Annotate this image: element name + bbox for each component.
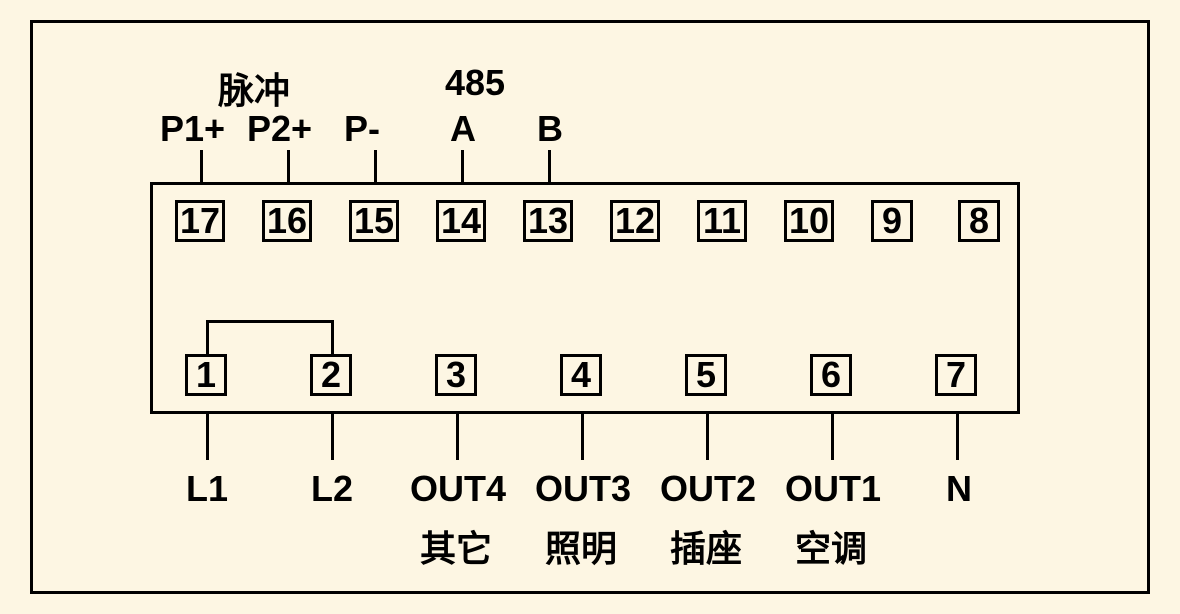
bottom-sublabel: 照明 [545, 520, 617, 572]
terminal-top: 16 [262, 200, 312, 242]
bridge-left [206, 320, 209, 354]
bottom-label: L1 [186, 468, 228, 510]
terminal-top: 14 [436, 200, 486, 242]
terminal-bottom: 5 [685, 354, 727, 396]
bottom-sublabel: 其它 [420, 520, 492, 572]
pin-label: P1+ [160, 108, 225, 150]
terminal-top: 10 [784, 200, 834, 242]
pin-stub [374, 150, 377, 182]
pin-label: A [450, 108, 476, 150]
pin-label: P2+ [247, 108, 312, 150]
pin-label: B [537, 108, 563, 150]
terminal-top: 9 [871, 200, 913, 242]
diagram-canvas: 脉冲485 P1+P2+P-AB 171615141312111098 1234… [0, 0, 1180, 614]
bottom-label: OUT1 [785, 468, 881, 510]
terminal-bottom: 3 [435, 354, 477, 396]
group-label: 脉冲 [218, 62, 290, 114]
terminal-bottom: 2 [310, 354, 352, 396]
pin-stub [287, 150, 290, 182]
terminal-top: 8 [958, 200, 1000, 242]
pin-stub [200, 150, 203, 182]
bottom-label: OUT4 [410, 468, 506, 510]
bottom-stub [581, 414, 584, 460]
bottom-stub [706, 414, 709, 460]
bridge-top [206, 320, 334, 323]
terminal-top: 15 [349, 200, 399, 242]
bottom-sublabel: 插座 [670, 520, 742, 572]
bottom-label: L2 [311, 468, 353, 510]
bottom-stub [956, 414, 959, 460]
terminal-bottom: 6 [810, 354, 852, 396]
pin-stub [461, 150, 464, 182]
pin-label: P- [344, 108, 380, 150]
terminal-top: 12 [610, 200, 660, 242]
terminal-bottom: 1 [185, 354, 227, 396]
bottom-label: OUT3 [535, 468, 631, 510]
group-label: 485 [445, 62, 505, 104]
terminal-bottom: 7 [935, 354, 977, 396]
bottom-sublabel: 空调 [795, 520, 867, 572]
terminal-top: 13 [523, 200, 573, 242]
terminal-top: 11 [697, 200, 747, 242]
bridge-right [331, 320, 334, 354]
bottom-stub [456, 414, 459, 460]
bottom-label: N [946, 468, 972, 510]
pin-stub [548, 150, 551, 182]
terminal-top: 17 [175, 200, 225, 242]
bottom-stub [206, 414, 209, 460]
terminal-bottom: 4 [560, 354, 602, 396]
bottom-label: OUT2 [660, 468, 756, 510]
bottom-stub [331, 414, 334, 460]
bottom-stub [831, 414, 834, 460]
